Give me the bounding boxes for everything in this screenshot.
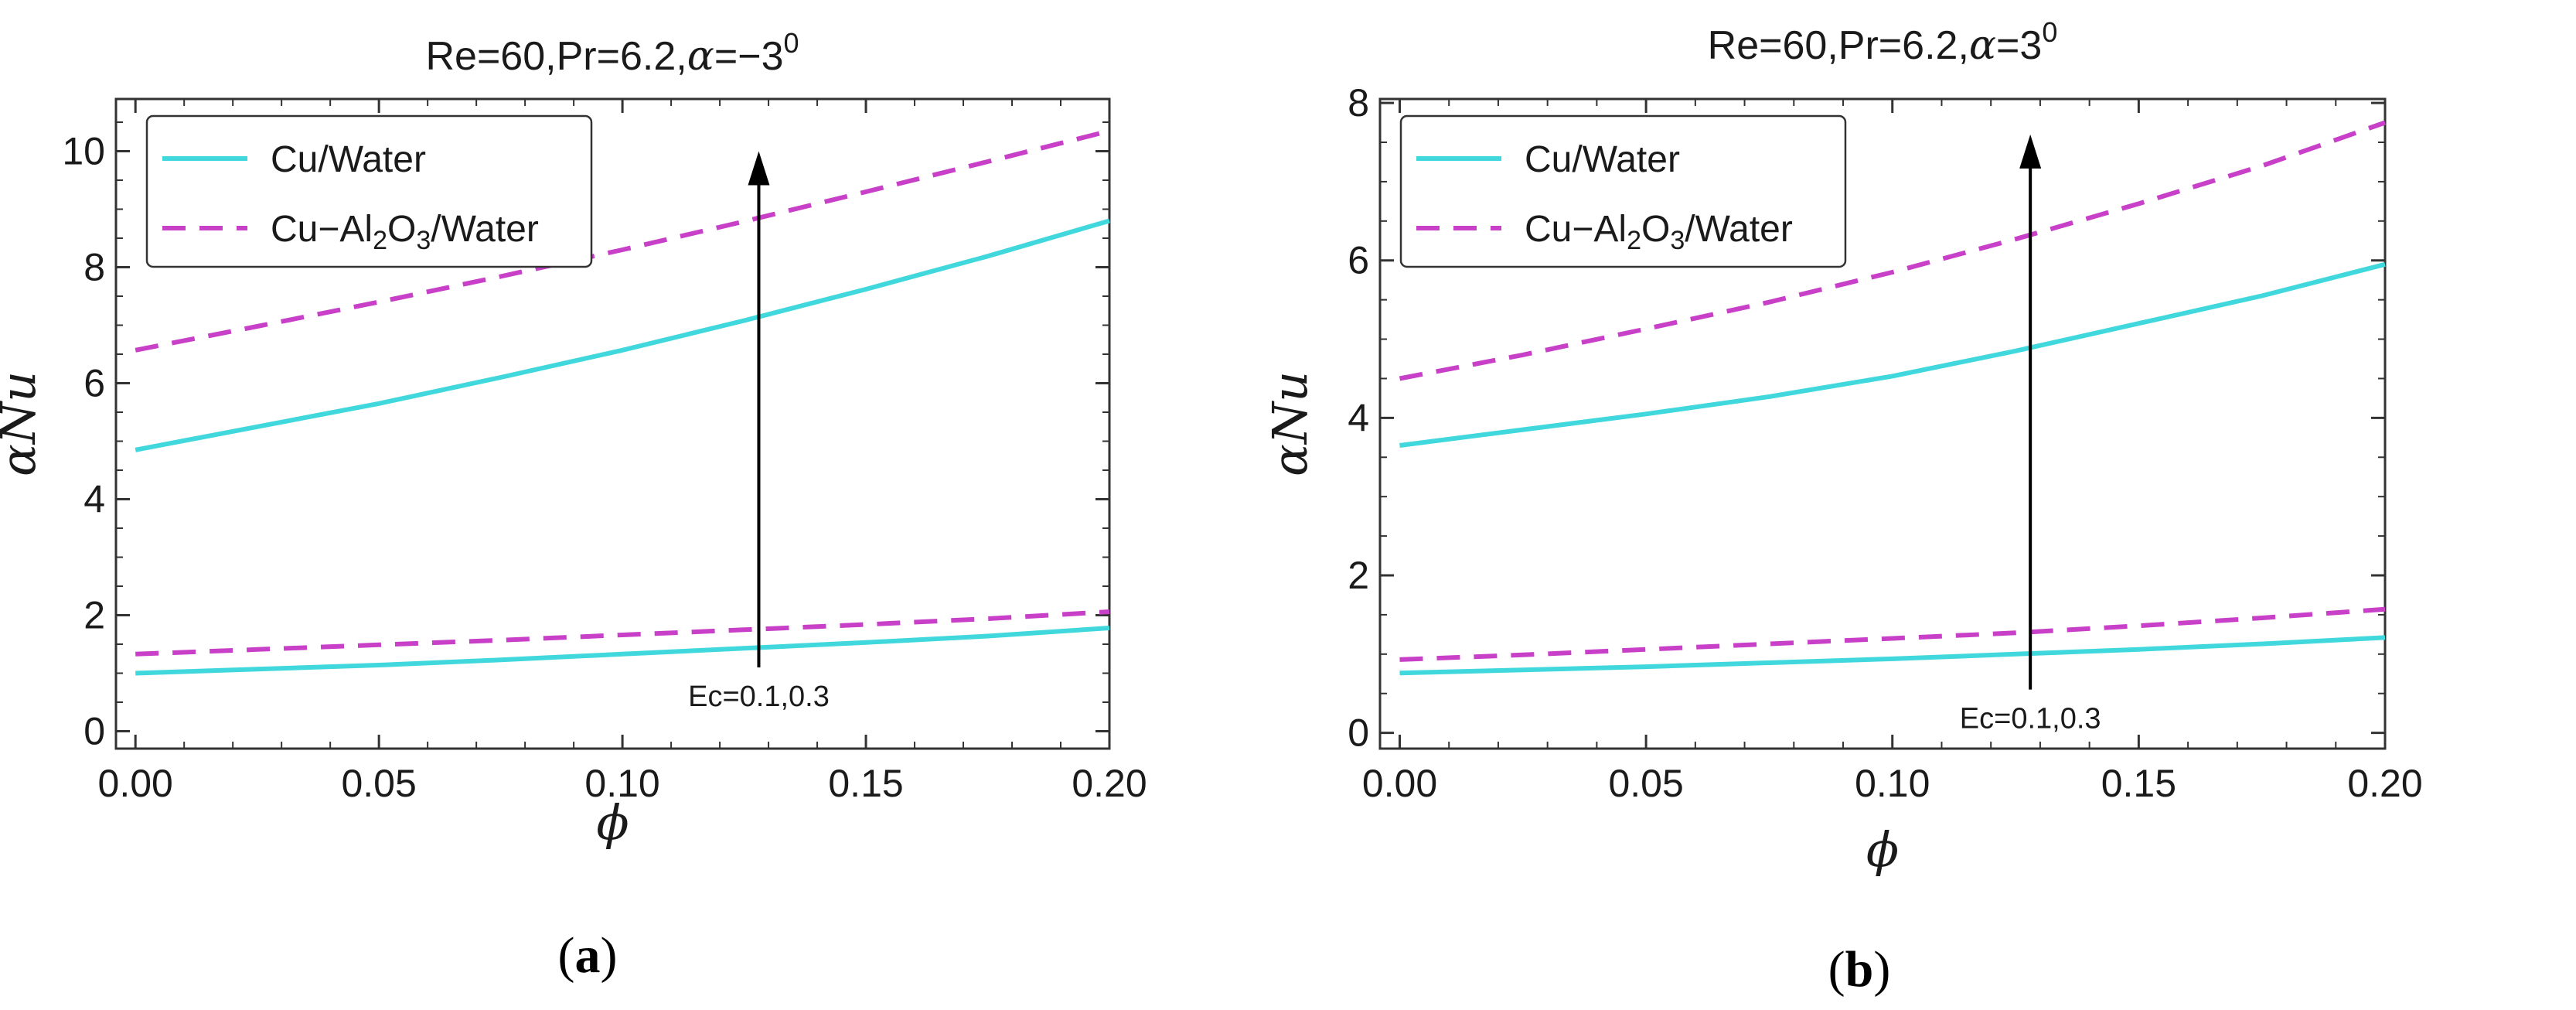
y-tick-label: 2	[83, 594, 105, 637]
series-line-1	[135, 609, 1110, 657]
legend-entry: Cu/Water	[1525, 139, 1680, 180]
y-tick-label: 0	[1348, 711, 1369, 755]
x-tick-label: 0.15	[2101, 762, 2176, 805]
series-line-2	[1399, 261, 2386, 448]
x-tick-label: 0.05	[1608, 762, 1683, 805]
y-axis-label: αNu	[0, 371, 46, 476]
plot-frame	[1378, 97, 2387, 750]
series-line-0	[135, 626, 1110, 676]
chart-title: Re=60,Pr=6.2,α=−30	[425, 27, 799, 80]
series-line-3	[1399, 120, 2386, 381]
annotation-label: Ec=0.1,0.3	[688, 681, 830, 713]
y-tick-label: 8	[83, 246, 105, 289]
x-tick-label: 0.20	[2347, 762, 2422, 805]
chart-title: Re=60,Pr=6.2,α=30	[1708, 16, 2058, 69]
y-tick-label: 4	[1348, 396, 1369, 439]
x-tick-label: 0.20	[1072, 762, 1147, 805]
annotation-arrow-head	[2019, 134, 2042, 169]
y-tick-label: 4	[83, 478, 105, 521]
chart-panel-b: 0.00 0.05 0.10 0.15 0.20 0 2 4 6 8 Ec=0.1,0.3 Cu/Wa…	[1262, 16, 2423, 998]
series-line-2	[135, 218, 1110, 452]
x-axis-label: ϕ	[596, 794, 629, 851]
y-tick-label: 6	[83, 362, 105, 405]
legend-box	[145, 114, 593, 268]
y-tick-label: 2	[1348, 554, 1369, 597]
y-axis-label: αNu	[1262, 371, 1318, 476]
series-line-1	[1399, 606, 2386, 662]
y-tick-label: 6	[1348, 239, 1369, 282]
chart-panel-a: 0.00 0.05 0.10 0.15 0.20 0 2 4 6 8 10 Ec=0.1,0.3 Cu/…	[0, 27, 1147, 984]
x-axis-label: ϕ	[1866, 821, 1899, 878]
x-tick-label: 0.10	[584, 762, 659, 805]
legend-box	[1399, 114, 1847, 268]
annotation-arrow-head	[748, 151, 770, 186]
x-tick-label: 0.10	[1855, 762, 1930, 805]
x-tick-label: 0.15	[828, 762, 903, 805]
y-tick-label: 8	[1348, 81, 1369, 125]
x-tick-label: 0.00	[98, 762, 173, 805]
y-tick-label: 0	[83, 710, 105, 753]
series-line-0	[1399, 635, 2386, 676]
y-tick-label: 10	[62, 130, 105, 173]
plot-frame	[114, 97, 1111, 750]
panel-label: (a)	[558, 927, 618, 984]
series-line-3	[135, 128, 1110, 353]
x-tick-label: 0.00	[1362, 762, 1437, 805]
legend-entry: Cu/Water	[271, 139, 426, 180]
legend-entry: Cu−Al2O3/Water	[271, 209, 539, 255]
panel-label: (b)	[1828, 941, 1891, 998]
legend-entry: Cu−Al2O3/Water	[1525, 209, 1793, 255]
x-tick-label: 0.05	[341, 762, 416, 805]
annotation-label: Ec=0.1,0.3	[1960, 703, 2101, 735]
